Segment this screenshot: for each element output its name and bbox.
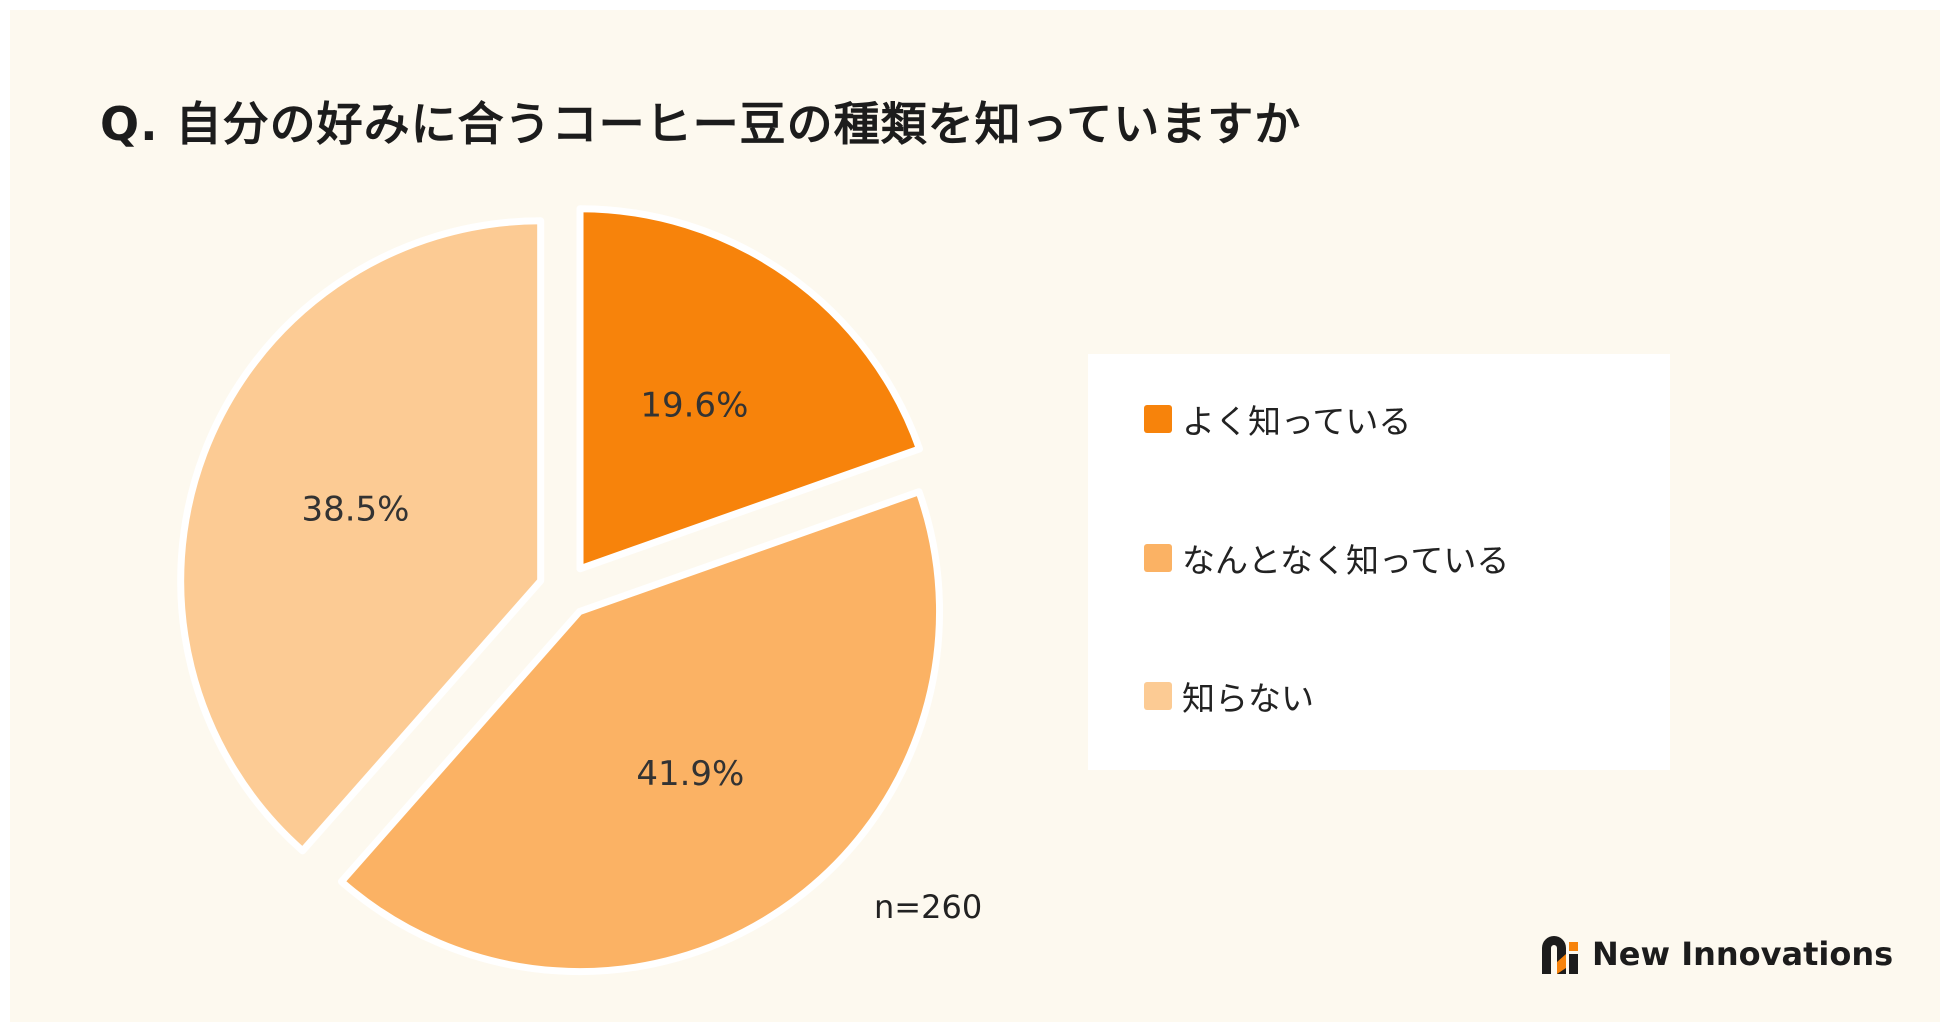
pie-slice-1 xyxy=(337,488,944,975)
slice-label-2: 38.5% xyxy=(301,489,409,529)
brand: New Innovations xyxy=(1540,934,1893,974)
legend-label-1: なんとなく知っている xyxy=(1182,541,1510,580)
legend: よく知っている なんとなく知っている 知らない xyxy=(1088,354,1670,770)
brand-name: New Innovations xyxy=(1592,935,1894,973)
slice-label-0: 19.6% xyxy=(640,386,748,426)
legend-swatch-0 xyxy=(1144,405,1172,433)
sample-size: n=260 xyxy=(874,888,983,926)
legend-swatch-2 xyxy=(1144,682,1172,710)
chart-title: Q. 自分の好みに合うコーヒー豆の種類を知っていますか xyxy=(100,97,1302,151)
legend-item-2: 知らない xyxy=(1144,676,1314,718)
new-innovations-logo-icon xyxy=(1542,936,1578,974)
legend-label-2: 知らない xyxy=(1182,679,1314,718)
pie-slice-2 xyxy=(177,217,545,855)
legend-swatch-1 xyxy=(1144,544,1172,572)
legend-label-0: よく知っている xyxy=(1182,402,1412,441)
slice-label-1: 41.9% xyxy=(636,754,744,794)
legend-item-1: なんとなく知っている xyxy=(1144,538,1509,580)
pie-slice-0 xyxy=(576,205,923,573)
legend-item-0: よく知っている xyxy=(1144,399,1411,441)
